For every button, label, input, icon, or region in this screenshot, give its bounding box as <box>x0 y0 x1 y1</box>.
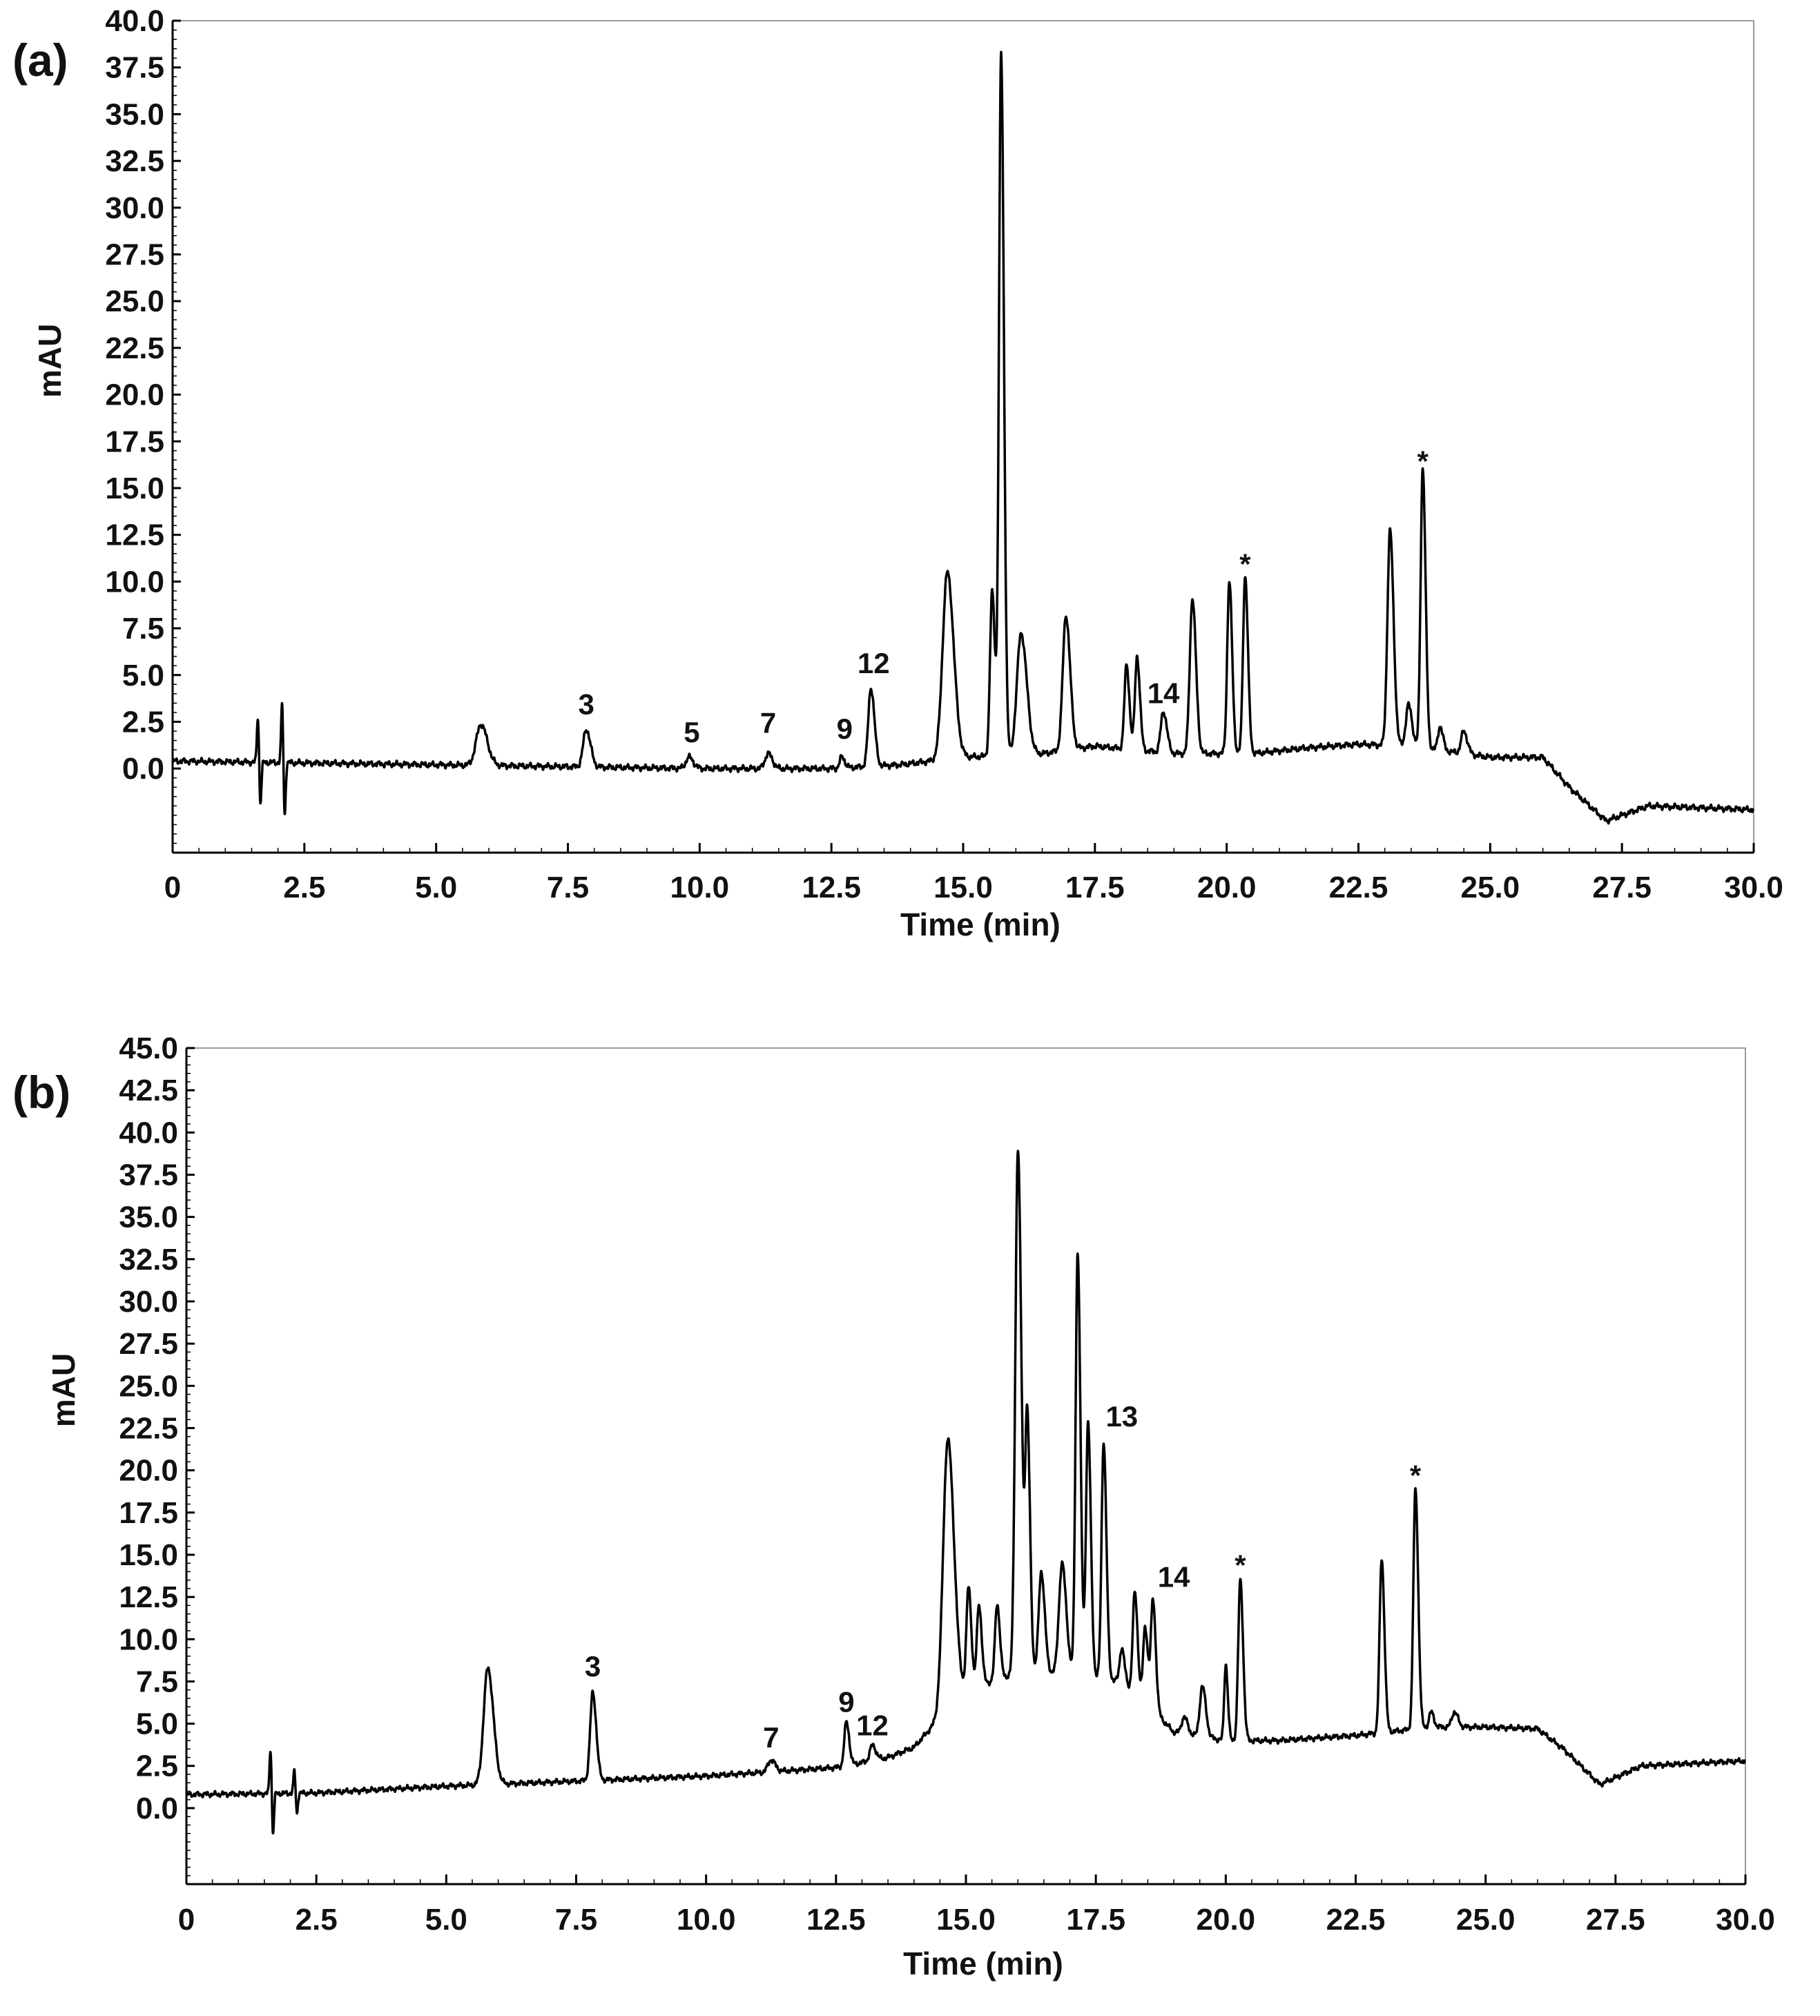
peak-label: 12 <box>858 647 890 679</box>
x-tick-label: 12.5 <box>802 871 861 904</box>
x-tick-label: 7.5 <box>555 1903 597 1937</box>
x-tick-label: 20.0 <box>1197 871 1257 904</box>
peak-label: 13 <box>1105 1400 1138 1433</box>
y-tick-label: 12.5 <box>105 518 164 552</box>
x-axis-title: Time (min) <box>903 1946 1063 1981</box>
x-tick-label: 17.5 <box>1065 871 1125 904</box>
x-tick-label: 2.5 <box>283 871 325 904</box>
peak-label: 12 <box>856 1709 889 1742</box>
panel-label: (a) <box>12 35 68 86</box>
y-tick-label: 27.5 <box>119 1327 178 1361</box>
x-tick-label: 12.5 <box>806 1903 866 1937</box>
peak-label: 14 <box>1148 677 1180 709</box>
y-tick-label: 5.0 <box>136 1707 178 1741</box>
chromatogram-trace <box>171 50 1755 825</box>
y-tick-label: 17.5 <box>105 425 164 458</box>
peak-label: 3 <box>585 1650 601 1683</box>
y-tick-label: 45.0 <box>119 1031 178 1065</box>
x-tick-label: 25.0 <box>1456 1903 1516 1937</box>
y-tick-label: 40.0 <box>119 1116 178 1150</box>
peak-label: * <box>1410 1460 1422 1492</box>
y-tick-label: 27.5 <box>105 238 164 271</box>
y-tick-label: 15.0 <box>119 1538 178 1572</box>
x-tick-label: 0 <box>178 1903 195 1937</box>
y-tick-label: 30.0 <box>119 1285 178 1319</box>
y-tick-label: 32.5 <box>105 144 164 178</box>
x-tick-label: 10.0 <box>670 871 730 904</box>
panel-label: (b) <box>12 1067 70 1118</box>
y-axis-title: mAU <box>46 1353 81 1427</box>
peak-label: 9 <box>838 1685 854 1718</box>
y-tick-label: 5.0 <box>122 659 164 692</box>
y-tick-label: 32.5 <box>119 1243 178 1277</box>
y-tick-label: 20.0 <box>105 378 164 412</box>
y-tick-label: 35.0 <box>105 97 164 131</box>
y-tick-label: 10.0 <box>119 1622 178 1656</box>
chart-panel: (b)45.042.540.037.535.032.530.027.525.02… <box>12 1031 1775 1981</box>
x-tick-label: 27.5 <box>1592 871 1652 904</box>
y-tick-label: 15.0 <box>105 472 164 505</box>
y-tick-label: 17.5 <box>119 1496 178 1530</box>
chart-panels: (a)40.037.535.032.530.027.525.022.520.01… <box>12 4 1783 1981</box>
x-tick-label: 5.0 <box>415 871 457 904</box>
x-tick-label: 27.5 <box>1586 1903 1645 1937</box>
x-tick-label: 15.0 <box>936 1903 996 1937</box>
y-tick-label: 7.5 <box>122 612 164 646</box>
x-tick-label: 20.0 <box>1197 1903 1256 1937</box>
x-tick-label: 5.0 <box>425 1903 467 1937</box>
y-tick-label: 25.0 <box>105 284 164 318</box>
peak-label: 7 <box>763 1721 779 1754</box>
x-tick-label: 22.5 <box>1329 871 1388 904</box>
y-tick-label: 40.0 <box>105 4 164 38</box>
x-tick-label: 30.0 <box>1724 871 1783 904</box>
y-tick-label: 22.5 <box>119 1411 178 1445</box>
y-tick-label: 37.5 <box>119 1158 178 1192</box>
peak-label: 9 <box>837 713 853 745</box>
peak-label: 3 <box>579 688 594 721</box>
y-tick-label: 25.0 <box>119 1369 178 1403</box>
peak-label: * <box>1239 548 1251 581</box>
x-tick-label: 25.0 <box>1461 871 1520 904</box>
y-tick-label: 0.0 <box>122 752 164 786</box>
y-tick-label: 42.5 <box>119 1074 178 1107</box>
y-tick-label: 30.0 <box>105 191 164 225</box>
x-tick-label: 22.5 <box>1326 1903 1386 1937</box>
peak-label: 5 <box>684 716 699 748</box>
x-tick-label: 2.5 <box>296 1903 338 1937</box>
peak-label: 14 <box>1158 1560 1190 1593</box>
y-tick-label: 2.5 <box>122 705 164 739</box>
y-tick-label: 7.5 <box>136 1665 178 1698</box>
chart-panel: (a)40.037.535.032.530.027.525.022.520.01… <box>12 4 1783 942</box>
y-tick-label: 20.0 <box>119 1454 178 1488</box>
x-tick-label: 0 <box>164 871 181 904</box>
x-tick-label: 17.5 <box>1066 1903 1125 1937</box>
chromatogram-trace <box>185 1150 1747 1835</box>
y-axis-title: mAU <box>32 324 68 398</box>
y-tick-label: 10.0 <box>105 565 164 599</box>
y-tick-label: 0.0 <box>136 1792 178 1825</box>
x-tick-label: 30.0 <box>1716 1903 1775 1937</box>
peak-label: * <box>1417 445 1429 478</box>
peak-label: * <box>1235 1549 1246 1581</box>
y-tick-label: 12.5 <box>119 1580 178 1614</box>
x-tick-label: 15.0 <box>933 871 993 904</box>
plot-frame <box>172 20 1754 853</box>
x-axis-title: Time (min) <box>900 907 1061 942</box>
y-tick-label: 35.0 <box>119 1201 178 1234</box>
x-tick-label: 10.0 <box>677 1903 736 1937</box>
y-tick-label: 37.5 <box>105 51 164 85</box>
peak-label: 7 <box>760 707 776 739</box>
y-tick-label: 2.5 <box>136 1750 178 1783</box>
plot-frame <box>186 1047 1746 1885</box>
x-tick-label: 7.5 <box>547 871 589 904</box>
y-tick-label: 22.5 <box>105 331 164 365</box>
